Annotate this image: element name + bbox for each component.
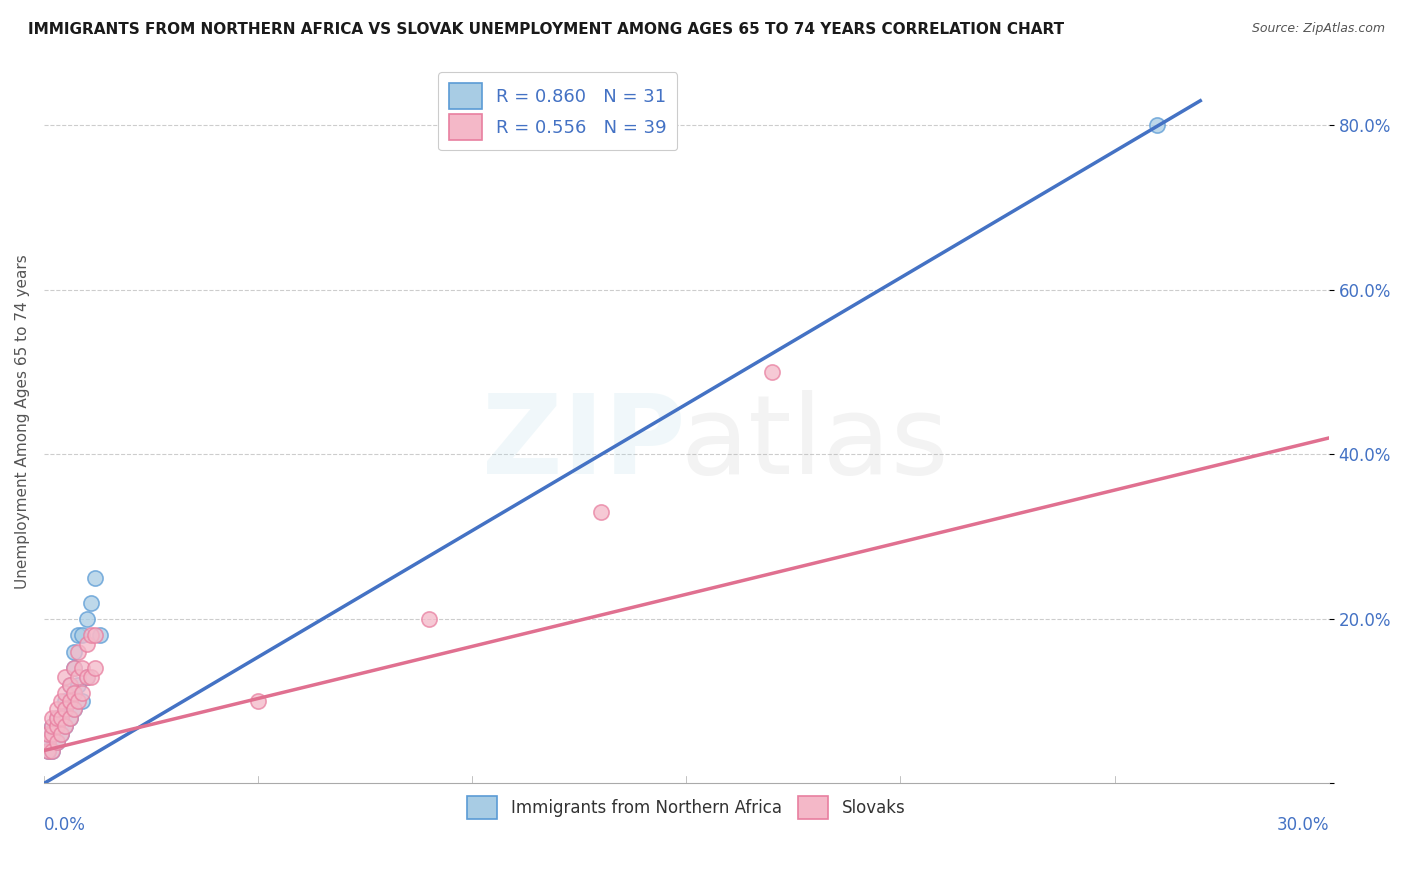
Point — [76, 637, 98, 651]
Point — [53, 694, 76, 708]
Point — [41, 743, 63, 757]
Point — [589, 505, 612, 519]
Point — [63, 686, 86, 700]
Point — [37, 743, 59, 757]
Point — [80, 628, 103, 642]
Point — [63, 645, 86, 659]
Point — [63, 661, 86, 675]
Point — [41, 719, 63, 733]
Point — [84, 661, 107, 675]
Point — [58, 694, 80, 708]
Point — [53, 686, 76, 700]
Point — [53, 719, 76, 733]
Point — [89, 628, 111, 642]
Point — [67, 678, 90, 692]
Point — [58, 711, 80, 725]
Point — [58, 678, 80, 692]
Text: atlas: atlas — [681, 390, 949, 497]
Y-axis label: Unemployment Among Ages 65 to 74 years: Unemployment Among Ages 65 to 74 years — [15, 254, 30, 589]
Point — [58, 711, 80, 725]
Legend: Immigrants from Northern Africa, Slovaks: Immigrants from Northern Africa, Slovaks — [461, 789, 912, 826]
Text: Source: ZipAtlas.com: Source: ZipAtlas.com — [1251, 22, 1385, 36]
Point — [76, 669, 98, 683]
Point — [45, 711, 67, 725]
Point — [53, 719, 76, 733]
Point — [37, 735, 59, 749]
Point — [247, 694, 270, 708]
Point — [53, 669, 76, 683]
Point — [53, 702, 76, 716]
Point — [63, 702, 86, 716]
Text: 30.0%: 30.0% — [1277, 816, 1329, 834]
Point — [76, 669, 98, 683]
Point — [72, 694, 94, 708]
Point — [49, 711, 72, 725]
Point — [84, 628, 107, 642]
Point — [418, 612, 440, 626]
Point — [49, 727, 72, 741]
Point — [63, 661, 86, 675]
Point — [37, 727, 59, 741]
Point — [63, 686, 86, 700]
Point — [45, 711, 67, 725]
Point — [80, 669, 103, 683]
Point — [761, 365, 783, 379]
Point — [80, 595, 103, 609]
Point — [41, 719, 63, 733]
Point — [45, 702, 67, 716]
Point — [45, 735, 67, 749]
Point — [1146, 119, 1168, 133]
Point — [72, 686, 94, 700]
Text: IMMIGRANTS FROM NORTHERN AFRICA VS SLOVAK UNEMPLOYMENT AMONG AGES 65 TO 74 YEARS: IMMIGRANTS FROM NORTHERN AFRICA VS SLOVA… — [28, 22, 1064, 37]
Point — [53, 702, 76, 716]
Point — [45, 719, 67, 733]
Point — [58, 694, 80, 708]
Point — [45, 719, 67, 733]
Point — [58, 678, 80, 692]
Point — [45, 735, 67, 749]
Point — [41, 743, 63, 757]
Point — [49, 727, 72, 741]
Point — [84, 571, 107, 585]
Point — [37, 727, 59, 741]
Text: ZIP: ZIP — [482, 390, 685, 497]
Point — [37, 735, 59, 749]
Point — [76, 612, 98, 626]
Point — [63, 702, 86, 716]
Point — [67, 628, 90, 642]
Point — [72, 628, 94, 642]
Point — [67, 694, 90, 708]
Point — [37, 743, 59, 757]
Point — [49, 711, 72, 725]
Point — [41, 711, 63, 725]
Point — [41, 727, 63, 741]
Point — [41, 727, 63, 741]
Point — [49, 694, 72, 708]
Point — [67, 645, 90, 659]
Text: 0.0%: 0.0% — [44, 816, 86, 834]
Point — [72, 661, 94, 675]
Point — [67, 669, 90, 683]
